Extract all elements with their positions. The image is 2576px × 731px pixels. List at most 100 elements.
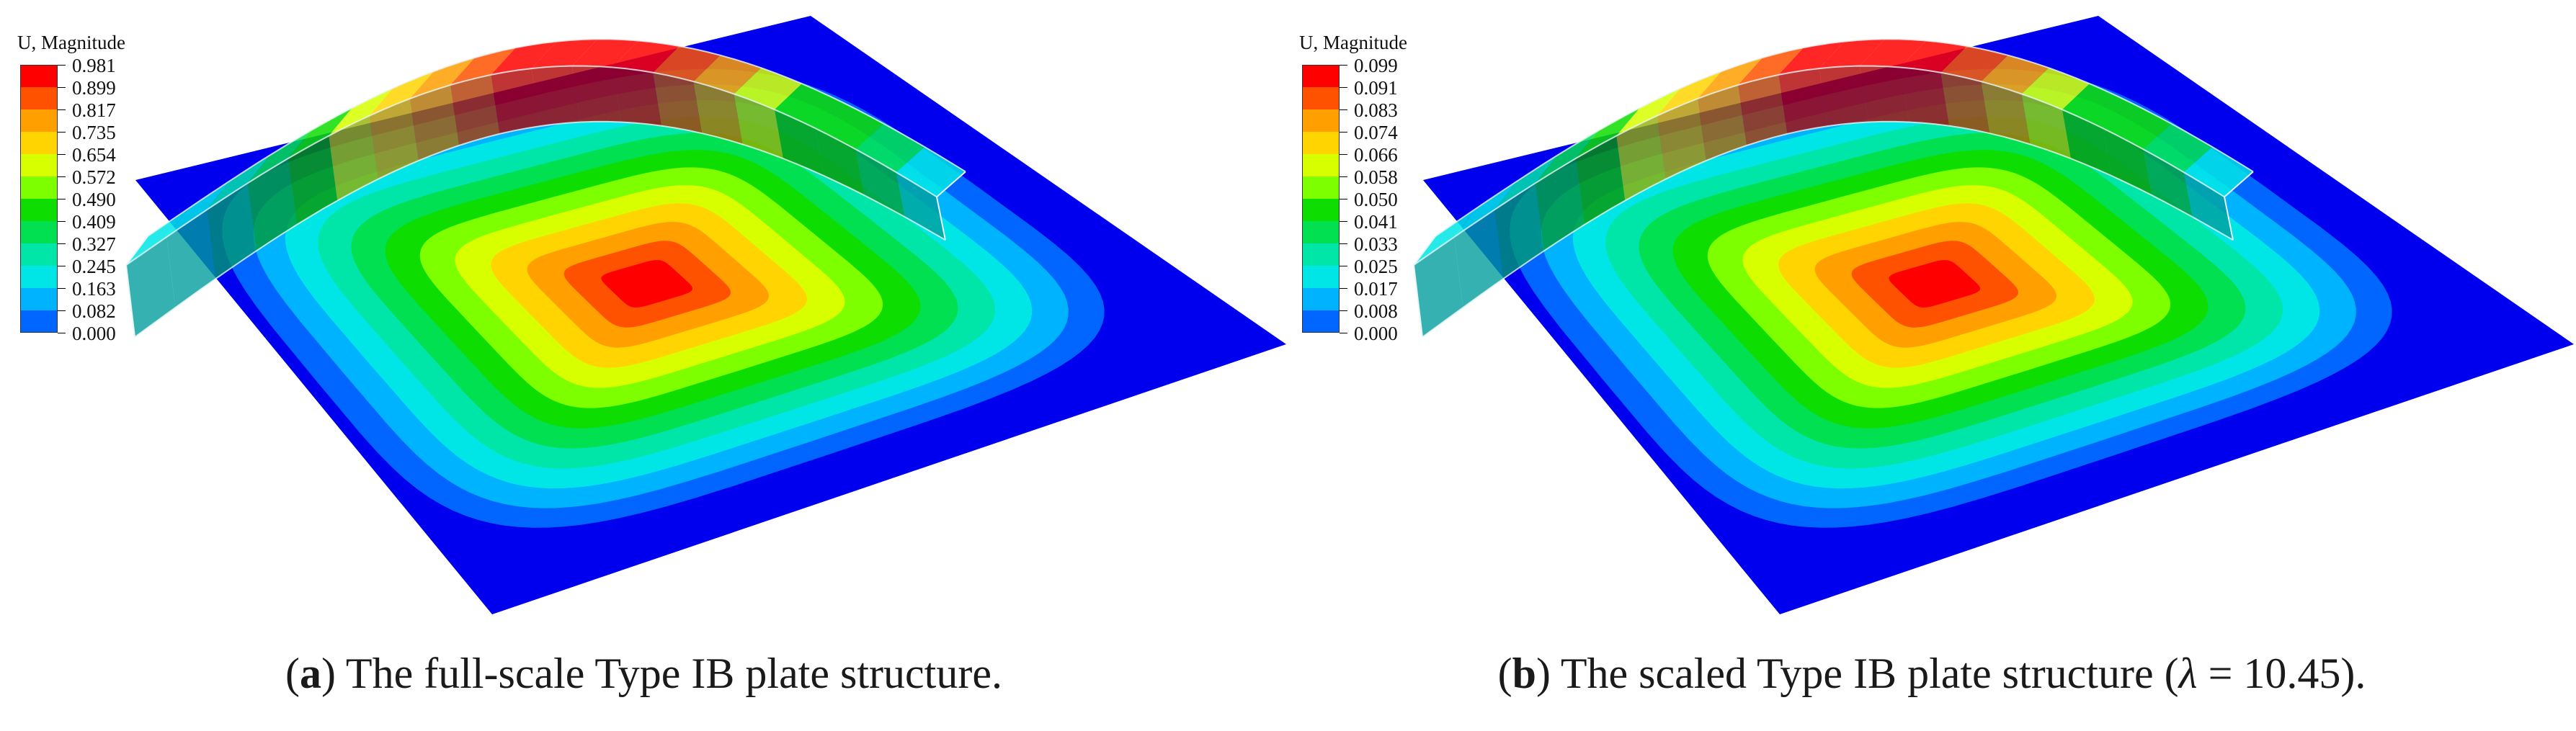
legend-tick (1340, 176, 1347, 177)
beam-side-segment (1414, 237, 1463, 337)
beam-flange-segment (491, 41, 557, 75)
legend-value: 0.083 (1354, 99, 1398, 121)
beam-flange-segment (1414, 208, 1476, 265)
panel-b: U, Magnitude 0.099 0.091 0.083 0.074 0.066 0.… (1288, 0, 2576, 731)
legend-entry: 0.981 (17, 56, 154, 87)
legend-swatch (1302, 87, 1340, 109)
legend-value: 0.817 (72, 99, 116, 121)
panel-a: U, Magnitude 0.981 0.899 0.817 0.735 0.654 0.… (17, 16, 1286, 697)
legend-swatch (1302, 310, 1340, 333)
beam-side-segment (734, 94, 783, 159)
beam-flange-segment (2021, 68, 2090, 110)
beam-side-shade (1616, 115, 1666, 201)
beam-side-shade (166, 209, 216, 308)
beam-flange-segment (1981, 55, 2049, 94)
beam-side-segment (1454, 209, 1504, 308)
legend-tick (58, 65, 66, 66)
beam-side-segment (855, 149, 905, 217)
beam-side-shade (2062, 109, 2112, 176)
beam-side-segment (247, 158, 297, 251)
caption-letter: b (1512, 650, 1536, 697)
legend-swatch (1302, 266, 1340, 288)
legend-body: 0.099 0.091 0.083 0.074 0.066 0.058 0.050 0.041… (1299, 55, 1436, 348)
beam-side-segment (1576, 135, 1626, 225)
beam-side-shade (450, 74, 500, 145)
legend-tick (58, 288, 66, 289)
beam-side-segment (1900, 67, 1950, 126)
beam-side-shade (855, 149, 905, 217)
beam-side-shade (1697, 85, 1747, 161)
beam-flange-segment (693, 55, 762, 94)
beam-side-shade (126, 237, 176, 337)
beam-side-shade (1778, 68, 1828, 134)
legend-entry: 0.245 (17, 256, 154, 288)
legend-tick (1340, 243, 1347, 244)
legend-swatch (20, 243, 58, 266)
legend-tick (58, 243, 66, 244)
beam-side-segment (126, 237, 176, 337)
legend-tick (58, 176, 66, 177)
legend-entry: 0.025 (1299, 257, 1436, 288)
legend-entry: 0.082 (17, 300, 154, 333)
beam-side-segment (2062, 109, 2112, 176)
beam-end-left (1412, 236, 1436, 338)
beam-flange-segment (612, 40, 679, 73)
legend-value: 0.490 (72, 189, 116, 210)
beam-side-segment (1697, 85, 1747, 161)
caption-text: ) The full-scale Type IB plate structure… (321, 650, 1002, 697)
legend-value: 0.082 (72, 300, 116, 322)
beam-flange-segment (1859, 39, 1926, 68)
beam-side-shade (369, 99, 419, 179)
beam-flange-segment (2183, 147, 2253, 197)
legend-swatch (1302, 243, 1340, 266)
beam-end-right (935, 171, 966, 241)
beam-back-edge (147, 38, 966, 237)
beam-flange-segment (1657, 71, 1722, 116)
legend-value: 0.099 (1354, 55, 1398, 76)
beam-side-segment (2103, 128, 2152, 196)
legend-tick (58, 109, 66, 110)
legend-value: 0.899 (72, 77, 116, 99)
legend-swatch (20, 199, 58, 221)
legend-tick (1340, 65, 1347, 66)
beam-flange-segment (2143, 123, 2213, 173)
legend-swatch (20, 266, 58, 288)
contour-band (1889, 260, 1980, 308)
beam-flange-segment (1900, 40, 1967, 73)
beam-side-shade (1738, 74, 1788, 145)
beam-flange-segment (1454, 181, 1517, 238)
legend-swatch (20, 87, 58, 109)
legend-tick (1340, 288, 1347, 289)
beam-flange-segment (1738, 48, 1804, 85)
legend-swatch (20, 176, 58, 199)
beam-side-segment (166, 209, 216, 308)
legend-body: 0.981 0.899 0.817 0.735 0.654 0.572 0.490 0.409… (17, 56, 154, 348)
beam-flange-segment (1940, 46, 2008, 82)
beam-side-segment (329, 115, 378, 201)
beam-flange-segment (450, 48, 516, 85)
contour-band (601, 260, 692, 308)
caption-letter: a (300, 650, 322, 697)
legend-swatch (20, 65, 58, 87)
legend-entry: 0.000 (17, 323, 154, 348)
beam-side-segment (207, 183, 257, 279)
legend-swatch (20, 221, 58, 243)
beam-side-shade (612, 67, 662, 126)
beam-side-segment (2143, 149, 2193, 217)
legend-title: U, Magnitude (17, 32, 125, 53)
beam-side-segment (2183, 172, 2233, 241)
beam-side-shade (1414, 237, 1463, 337)
beam-flange-segment (1576, 107, 1640, 158)
legend-entry: 0.572 (17, 168, 154, 199)
beam-side-segment (1940, 72, 1990, 134)
beam-side-segment (1859, 66, 1909, 122)
beam-side-segment (1738, 74, 1788, 145)
legend-value: 0.245 (72, 256, 116, 277)
beam-flange-segment (1616, 88, 1681, 136)
beam-flange-segment (126, 208, 189, 265)
legend-value: 0.000 (72, 323, 116, 344)
beam-side-shade (247, 158, 297, 251)
legend-entry: 0.074 (1299, 123, 1436, 154)
legend-value: 0.050 (1354, 189, 1398, 210)
legend-swatch (1302, 288, 1340, 310)
